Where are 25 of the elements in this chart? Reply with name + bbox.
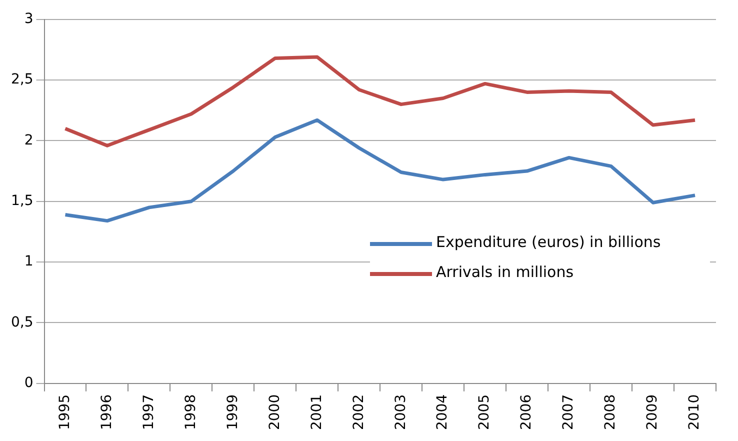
y-tick-label: 1,5 (11, 193, 34, 210)
x-tick-label: 2007 (560, 394, 577, 430)
x-tick-label: 2006 (518, 394, 535, 430)
x-tick-label: 1997 (140, 394, 157, 430)
y-tick-label: 2,5 (11, 72, 34, 88)
legend-label: Arrivals in millions (436, 263, 575, 281)
x-tick-label: 2009 (644, 394, 661, 430)
x-tick-label: 2003 (392, 394, 409, 430)
x-tick-label: 2000 (266, 394, 283, 430)
x-tick-label: 2010 (686, 394, 703, 430)
x-tick-label: 2001 (308, 394, 325, 430)
x-tick-label: 2005 (476, 394, 493, 430)
x-tick-label: 2002 (350, 394, 367, 430)
y-tick-label: 1 (24, 254, 34, 270)
legend-label: Expenditure (euros) in billions (436, 233, 662, 251)
x-tick-label: 2008 (602, 394, 619, 430)
y-tick-label: 2 (24, 132, 34, 148)
x-tick-label: 1995 (56, 394, 73, 430)
x-tick-label: 1999 (224, 394, 241, 430)
y-tick-label: 0,5 (11, 314, 34, 330)
x-tick-label: 1996 (98, 394, 115, 430)
y-tick-label: 0 (24, 375, 34, 392)
y-tick-label: 3 (24, 11, 34, 28)
x-tick-label: 1998 (182, 394, 199, 430)
x-tick-label: 2004 (434, 394, 451, 430)
